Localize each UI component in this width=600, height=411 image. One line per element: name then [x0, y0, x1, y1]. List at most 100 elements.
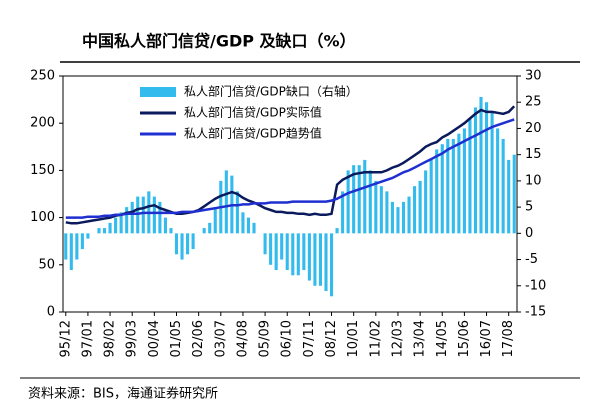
x-tick-label: 02/06 — [191, 320, 206, 357]
bar — [75, 233, 79, 260]
y2-tick-label: -10 — [525, 278, 546, 293]
bar — [468, 117, 472, 234]
bar — [191, 233, 195, 250]
y2-tick-label: -5 — [525, 252, 538, 267]
bar — [446, 138, 450, 234]
bar — [119, 212, 123, 234]
legend-label: 私人部门信贷/GDP趋势值 — [184, 126, 322, 141]
bar — [291, 233, 295, 276]
bar — [252, 222, 256, 234]
bar — [374, 180, 378, 234]
x-tick-label: 98/02 — [103, 320, 118, 357]
bar — [512, 154, 516, 234]
x-tick-label: 03/07 — [213, 320, 228, 357]
bar — [451, 138, 455, 234]
x-tick-label: 17/08 — [501, 320, 516, 357]
x-tick-label: 07/11 — [302, 320, 317, 357]
bar — [285, 233, 289, 271]
bar — [462, 128, 466, 234]
y2-tick-label: 20 — [525, 121, 542, 136]
x-tick-label: 00/04 — [147, 320, 162, 357]
x-tick-label: 06/10 — [280, 320, 295, 357]
y-tick-label: 50 — [38, 257, 55, 272]
bar — [457, 133, 461, 234]
x-tick-label: 01/05 — [169, 320, 184, 357]
bar — [473, 107, 478, 234]
legend-label: 私人部门信贷/GDP缺口（右轴） — [184, 84, 358, 99]
bar — [496, 128, 500, 234]
bar — [241, 212, 245, 234]
bar — [346, 170, 350, 234]
bar — [335, 228, 339, 234]
bar — [379, 186, 383, 234]
bar — [280, 233, 284, 260]
y2-tick-label: -15 — [525, 305, 546, 320]
source: 资料来源：BIS，海通证券研究所 — [28, 386, 218, 402]
bar — [97, 228, 101, 234]
bar — [352, 165, 356, 234]
x-tick-label: 05/09 — [258, 320, 273, 357]
bar — [246, 217, 251, 234]
bar — [424, 170, 428, 234]
x-tick-label: 10/01 — [346, 320, 361, 357]
bar — [484, 102, 489, 234]
y-tick-label: 150 — [30, 163, 55, 178]
bar — [114, 217, 118, 234]
bar — [401, 201, 406, 234]
y-tick-label: 0 — [47, 305, 55, 320]
bar — [213, 207, 217, 234]
bar — [368, 170, 372, 234]
y2-tick-label: 10 — [525, 173, 542, 188]
bar — [324, 233, 328, 292]
bar — [363, 159, 367, 234]
bar — [440, 144, 444, 234]
line — [65, 105, 516, 225]
x-tick-label: 11/02 — [368, 320, 383, 357]
legend-label: 私人部门信贷/GDP实际值 — [184, 105, 322, 120]
y2-tick-label: 15 — [525, 147, 542, 162]
bar — [125, 207, 129, 234]
bar — [86, 233, 90, 239]
bar — [274, 233, 278, 271]
y-tick-label: 100 — [30, 210, 55, 225]
plot-frame — [62, 75, 518, 313]
bar — [302, 233, 306, 271]
bar — [329, 233, 334, 297]
bar — [418, 180, 422, 234]
y-tick-label: 200 — [30, 116, 55, 131]
bar — [208, 222, 212, 234]
y2-tick-label: 25 — [525, 95, 542, 110]
x-tick-label: 12/03 — [390, 320, 405, 357]
line — [65, 118, 515, 219]
bar — [341, 191, 345, 234]
bar — [174, 233, 179, 255]
bar — [413, 186, 417, 234]
bar — [169, 228, 173, 234]
bar — [130, 201, 134, 234]
bar — [108, 222, 112, 234]
bar — [163, 217, 167, 234]
bar — [80, 233, 84, 250]
x-tick-label: 15/06 — [457, 320, 472, 357]
x-tick-label: 97/01 — [80, 320, 95, 357]
bar — [318, 233, 323, 286]
bar — [152, 196, 156, 234]
bar — [269, 233, 273, 265]
y-tick-label: 250 — [30, 69, 55, 84]
bar — [186, 233, 190, 255]
y2-tick-label: 0 — [525, 226, 533, 241]
bar — [385, 191, 389, 234]
bar — [407, 196, 411, 234]
bar — [501, 138, 505, 234]
bar — [202, 228, 206, 234]
bar — [357, 165, 361, 234]
bar — [235, 191, 239, 234]
bar — [313, 233, 317, 286]
x-tick-label: 99/03 — [125, 320, 140, 357]
x-tick-label: 95/12 — [58, 320, 73, 357]
y2-tick-label: 30 — [525, 69, 542, 84]
x-tick-label: 16/07 — [479, 320, 494, 357]
bar — [429, 159, 433, 234]
bar — [479, 96, 483, 234]
